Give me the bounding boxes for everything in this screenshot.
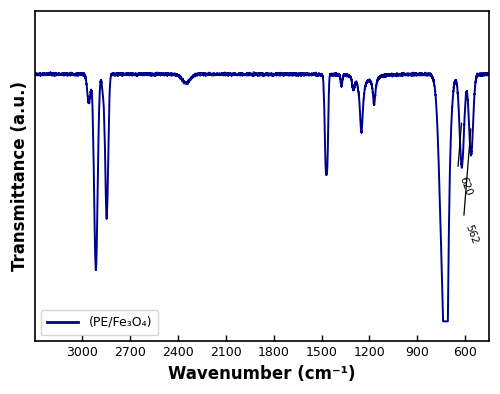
Text: 620: 620 — [458, 175, 473, 197]
X-axis label: Wavenumber (cm⁻¹): Wavenumber (cm⁻¹) — [168, 365, 356, 383]
Legend: (PE/Fe₃O₄): (PE/Fe₃O₄) — [41, 310, 158, 335]
Text: 562: 562 — [464, 224, 479, 246]
Y-axis label: Transmittance (a.u.): Transmittance (a.u.) — [11, 81, 29, 271]
